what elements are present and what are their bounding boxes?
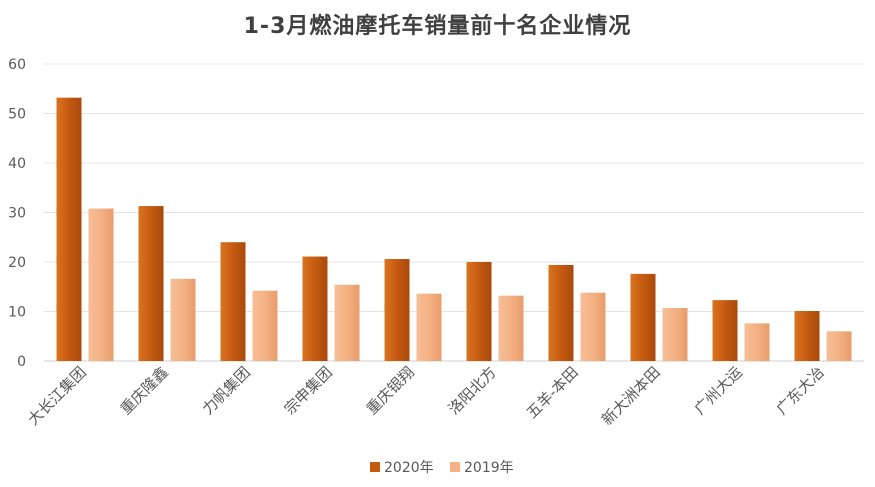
x-category-label: 洛阳北方 xyxy=(445,363,500,418)
bar-series2 xyxy=(170,278,196,361)
x-category-label: 广州大运 xyxy=(691,363,746,418)
x-category-label: 五羊-本田 xyxy=(523,363,582,422)
bar-series1 xyxy=(712,300,738,361)
x-category-label: 大长江集团 xyxy=(24,363,90,429)
bar-series2 xyxy=(252,290,278,361)
bar-series1 xyxy=(138,206,164,361)
bar-series2 xyxy=(580,292,606,361)
bar-series1 xyxy=(630,273,656,361)
y-tick-label: 50 xyxy=(8,107,26,123)
bar-series2 xyxy=(662,308,688,361)
bar-series1 xyxy=(466,262,492,361)
y-tick-label: 40 xyxy=(8,156,26,172)
bar-series2 xyxy=(334,284,360,361)
bar-series2 xyxy=(498,295,524,361)
chart-title: 1-3月燃油摩托车销量前十名企业情况 xyxy=(243,14,632,39)
y-tick-label: 0 xyxy=(17,354,26,370)
x-category-label: 广东大冶 xyxy=(773,363,828,418)
y-axis-ticks: 0 10 20 30 40 50 60 xyxy=(8,57,26,370)
y-tick-label: 20 xyxy=(8,255,26,271)
legend-swatch xyxy=(370,462,380,472)
bar-series2 xyxy=(416,293,442,361)
bar-series1 xyxy=(548,264,574,361)
x-category-label: 力帆集团 xyxy=(199,363,254,418)
bar-series2 xyxy=(88,208,114,361)
legend-swatch xyxy=(450,462,460,472)
bar-series1 xyxy=(220,242,246,361)
x-category-label: 重庆银翔 xyxy=(363,363,418,418)
legend: 2020年 2019年 xyxy=(370,460,514,476)
bar-series1 xyxy=(384,259,410,361)
bar-series2 xyxy=(826,331,852,361)
bar-series1 xyxy=(794,311,820,361)
legend-label: 2020年 xyxy=(384,460,434,476)
x-category-label: 宗申集团 xyxy=(281,363,336,418)
y-tick-label: 30 xyxy=(8,206,26,222)
x-axis-labels: 大长江集团 重庆隆鑫 力帆集团 宗申集团 重庆银翔 洛阳北方 五羊-本田 新大洲本田 广州大运广… xyxy=(24,363,828,429)
x-category-label: 新大洲本田 xyxy=(598,363,664,429)
x-category-label: 重庆隆鑫 xyxy=(117,363,172,418)
bar-series1 xyxy=(56,97,82,361)
gridlines xyxy=(44,63,864,362)
bars xyxy=(56,97,852,361)
y-tick-label: 60 xyxy=(8,57,26,73)
y-tick-label: 10 xyxy=(8,305,26,321)
bar-series2 xyxy=(744,323,770,361)
bar-series1 xyxy=(302,256,328,361)
legend-label: 2019年 xyxy=(464,460,514,476)
